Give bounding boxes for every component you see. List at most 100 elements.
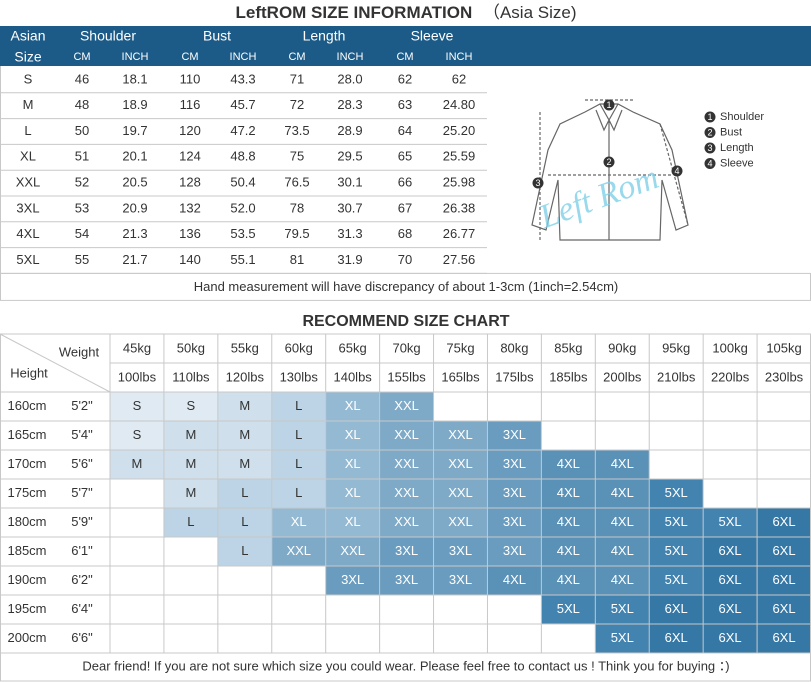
- size-cell: [595, 508, 650, 537]
- size-label: 6XL: [772, 572, 795, 587]
- size-cell: [703, 624, 758, 653]
- weight-kg: 60kg: [285, 340, 313, 355]
- size-cell: [433, 566, 488, 595]
- table-cell: 75: [290, 149, 304, 164]
- weight-kg: 50kg: [177, 340, 205, 355]
- diagram-label: Bust: [720, 126, 742, 138]
- chart-title: RECOMMEND SIZE CHART: [302, 313, 509, 330]
- size-cell: [649, 595, 704, 624]
- number-badge: [704, 111, 716, 123]
- table-cell: 64: [398, 123, 412, 138]
- size-label: XXL: [340, 543, 365, 558]
- table-cell: 78: [290, 200, 304, 215]
- height-cm: 160cm: [7, 398, 46, 413]
- size-label: 4XL: [503, 572, 526, 587]
- diagram-label: Shoulder: [720, 111, 764, 123]
- table-cell: 65: [398, 149, 412, 164]
- table-cell: 50.4: [230, 175, 255, 190]
- height-cm: 195cm: [7, 601, 46, 616]
- size-label: 4XL: [557, 485, 580, 500]
- table-cell: L: [24, 123, 31, 138]
- size-cell: [595, 624, 650, 653]
- size-label: 4XL: [611, 485, 634, 500]
- size-label: 4XL: [611, 543, 634, 558]
- table-cell: 48: [75, 97, 89, 112]
- table-cell: 45.7: [230, 97, 255, 112]
- height-ft: 6'6": [71, 630, 93, 645]
- size-cell: [379, 537, 434, 566]
- height-ft: 6'1": [71, 543, 93, 558]
- weight-lbs: 100lbs: [118, 369, 157, 384]
- size-label: 3XL: [503, 485, 526, 500]
- size-label: L: [295, 398, 302, 413]
- weight-lbs: 165lbs: [441, 369, 480, 384]
- size-cell: [379, 508, 434, 537]
- table-cell: 62: [452, 71, 466, 86]
- size-cell: [379, 421, 434, 450]
- size-label: S: [133, 427, 142, 442]
- size-cell: [541, 566, 596, 595]
- table-cell: 124: [179, 149, 201, 164]
- table-cell: 70: [398, 252, 412, 267]
- unit-label: INCH: [122, 51, 149, 63]
- size-label: 4XL: [557, 456, 580, 471]
- badge-number: 2: [606, 157, 611, 167]
- table-cell: 25.20: [443, 123, 476, 138]
- unit-label: CM: [396, 51, 413, 63]
- table-cell: 136: [179, 226, 201, 241]
- table-cell: 120: [179, 123, 201, 138]
- size-cell: [487, 421, 542, 450]
- size-label: 5XL: [665, 514, 688, 529]
- size-cell: [649, 479, 704, 508]
- height-cm: 165cm: [7, 427, 46, 442]
- size-cell: [433, 479, 488, 508]
- size-cell: [649, 624, 704, 653]
- size-cell: [757, 624, 811, 653]
- height-cm: 185cm: [7, 543, 46, 558]
- table-cell: 20.1: [122, 149, 147, 164]
- size-cell: [649, 508, 704, 537]
- height-cm: 170cm: [7, 456, 46, 471]
- size-label: M: [239, 456, 250, 471]
- height-cm: 200cm: [7, 630, 46, 645]
- number-badge: [603, 99, 615, 111]
- size-label: XL: [345, 456, 361, 471]
- size-label: 6XL: [719, 630, 742, 645]
- size-label: XL: [345, 427, 361, 442]
- table-cell: 140: [179, 252, 201, 267]
- size-cell: [757, 595, 811, 624]
- size-cell: [487, 508, 542, 537]
- grid-line: [0, 333, 111, 393]
- size-cell: [110, 421, 164, 450]
- table-cell: XXL: [16, 175, 41, 190]
- number-badge: [704, 158, 716, 169]
- size-cell: [271, 508, 326, 537]
- table-cell: 53.5: [230, 226, 255, 241]
- size-cell: [163, 450, 218, 479]
- weight-kg: 45kg: [123, 340, 151, 355]
- number-badge: [532, 177, 544, 189]
- size-label: 5XL: [665, 572, 688, 587]
- size-label: 3XL: [449, 543, 472, 558]
- size-cell: [703, 537, 758, 566]
- height-cm: 175cm: [7, 485, 46, 500]
- weight-lbs: 130lbs: [280, 369, 319, 384]
- size-cell: [325, 479, 380, 508]
- number-badge: [603, 156, 615, 168]
- table-cell: 48.8: [230, 149, 255, 164]
- table-cell: 28.3: [337, 97, 362, 112]
- table-cell: M: [23, 97, 34, 112]
- size-label: 6XL: [772, 601, 795, 616]
- size-label: 3XL: [341, 572, 364, 587]
- size-cell: [595, 566, 650, 595]
- size-label: XL: [291, 514, 307, 529]
- weight-lbs: 200lbs: [603, 369, 642, 384]
- column-header: Bust: [203, 28, 231, 44]
- weight-kg: 95kg: [662, 340, 690, 355]
- table-cell: 67: [398, 200, 412, 215]
- table-cell: 54: [75, 226, 89, 241]
- badge-number: 1: [606, 100, 611, 110]
- size-label: XL: [345, 514, 361, 529]
- weight-lbs: 140lbs: [333, 369, 372, 384]
- page-title: LeftROM SIZE INFORMATION （Asia Size): [236, 3, 577, 22]
